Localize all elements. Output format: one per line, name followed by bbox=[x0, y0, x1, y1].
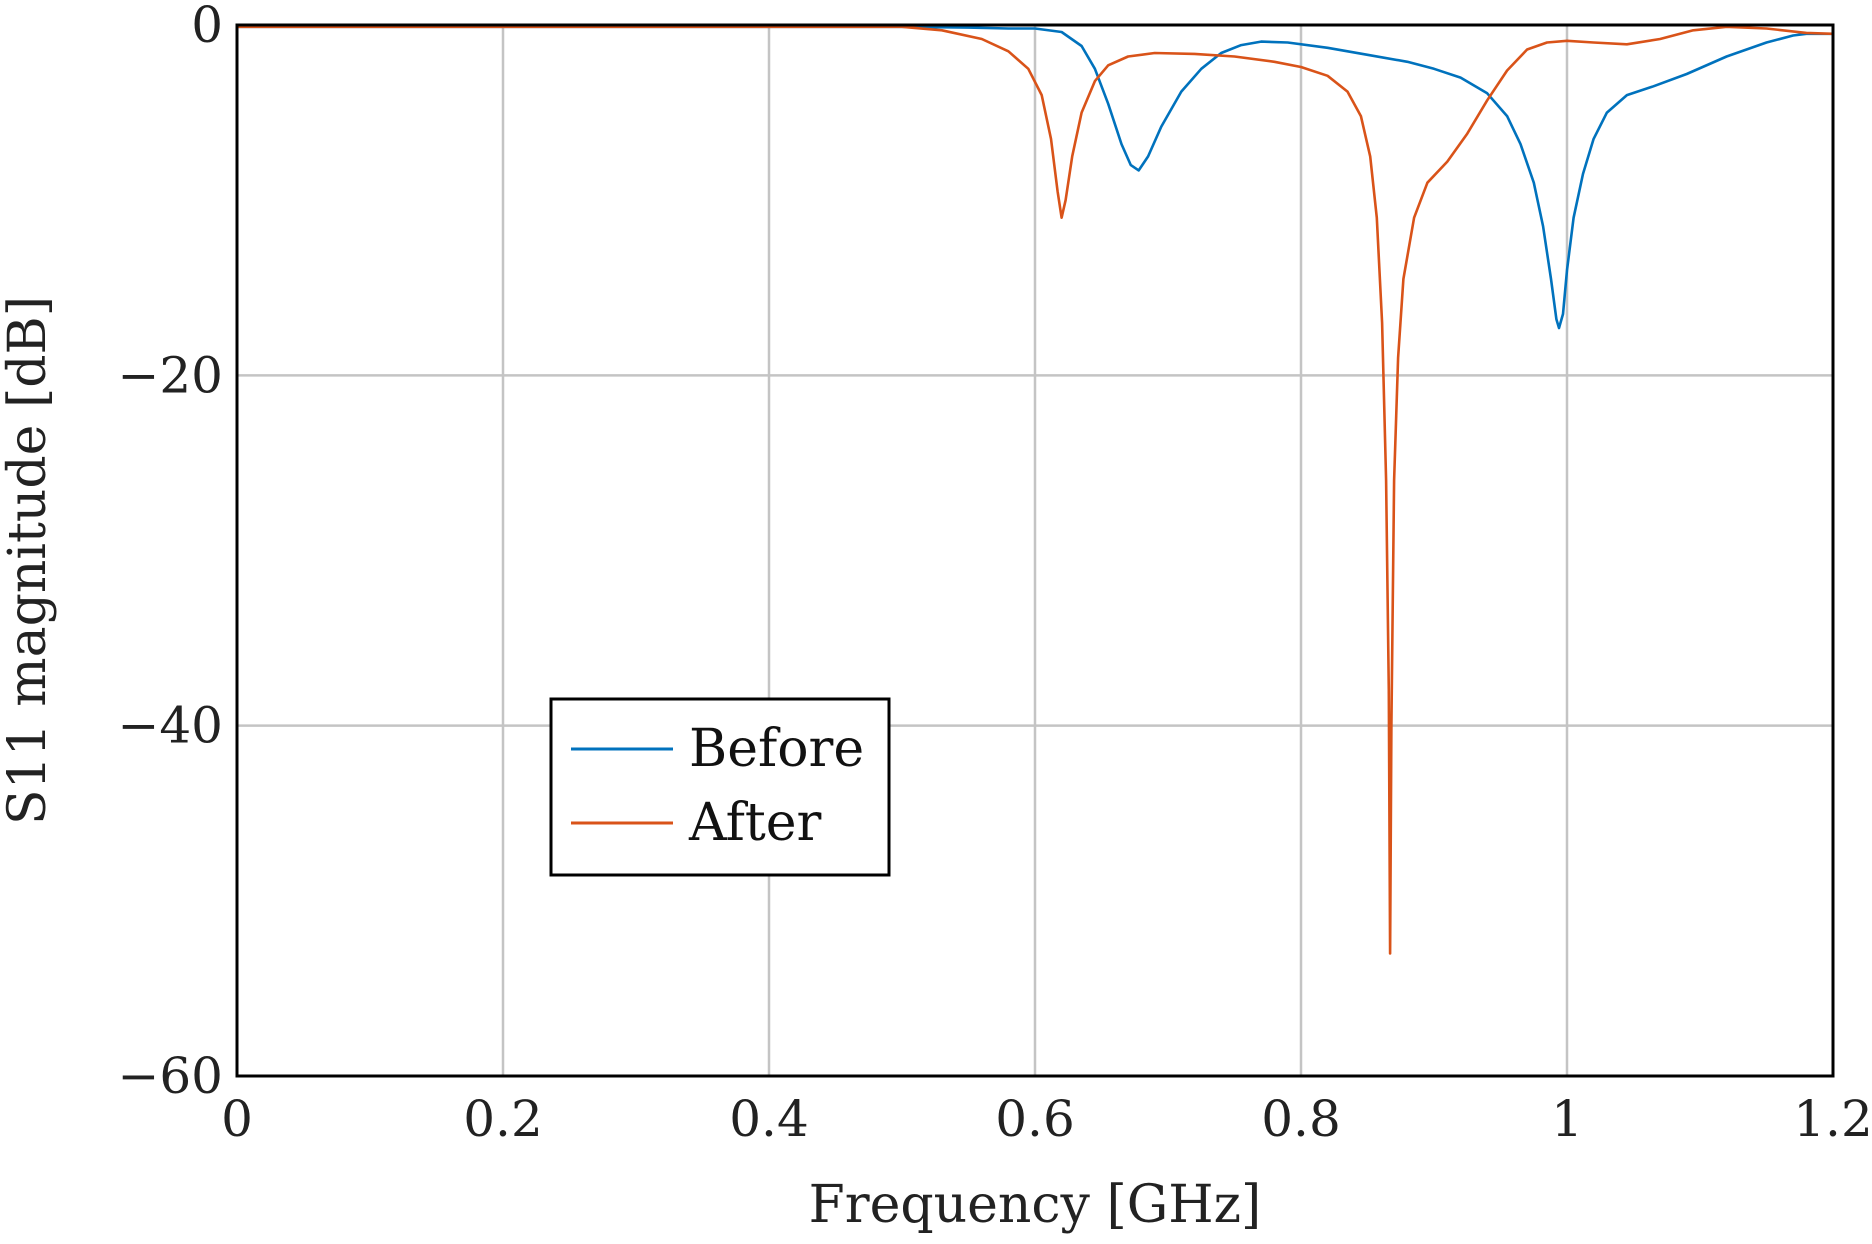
plot-frame bbox=[235, 23, 1835, 1078]
legend: Before After bbox=[549, 697, 891, 877]
y-axis-label: S11 magnitude [dB] bbox=[0, 296, 58, 825]
y-tick-label: −20 bbox=[117, 346, 223, 404]
x-tick-label: 0.2 bbox=[463, 1090, 543, 1148]
series-line-before bbox=[237, 25, 1833, 330]
y-tick-label: −40 bbox=[117, 697, 223, 755]
legend-box bbox=[549, 697, 891, 877]
x-tick-label: 1 bbox=[1551, 1090, 1583, 1148]
x-tick-label: 0.4 bbox=[729, 1090, 809, 1148]
legend-label-after: After bbox=[688, 793, 822, 853]
tick-labels: 0 0.2 0.4 0.6 0.8 1 1.2 0 −20 −40 −60 bbox=[117, 0, 1872, 1148]
x-axis-label: Frequency [GHz] bbox=[809, 1175, 1262, 1235]
x-tick-label: 0.8 bbox=[1261, 1090, 1341, 1148]
x-tick-label: 0.6 bbox=[995, 1090, 1075, 1148]
series-line-after bbox=[237, 25, 1834, 955]
grid bbox=[235, 23, 1835, 1078]
y-tick-label: −60 bbox=[117, 1047, 223, 1105]
x-tick-label: 0 bbox=[221, 1090, 253, 1148]
x-tick-label: 1.2 bbox=[1793, 1090, 1872, 1148]
legend-label-before: Before bbox=[689, 719, 864, 779]
series-layer bbox=[237, 25, 1834, 955]
y-tick-label: 0 bbox=[191, 0, 223, 54]
